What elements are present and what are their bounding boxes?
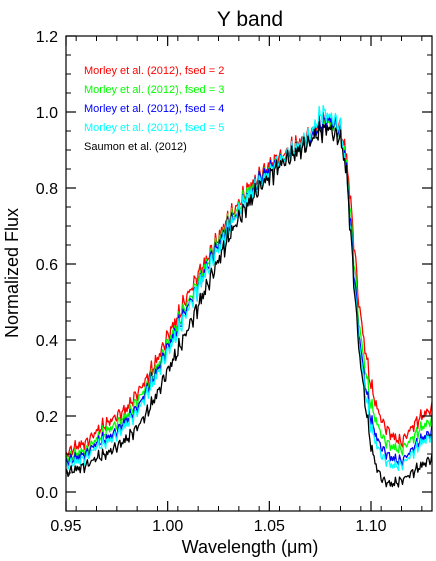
series-line [66, 116, 432, 463]
series-line [66, 104, 432, 472]
x-axis-label: Wavelength (μm) [182, 537, 319, 557]
y-tick-label: 1.0 [36, 105, 58, 122]
y-tick-label: 0.8 [36, 181, 58, 198]
y-axis-label: Normalized Flux [2, 208, 22, 338]
legend-entry: Saumon et al. (2012) [84, 141, 187, 153]
chart-title: Y band [217, 8, 283, 31]
legend-entry: Morley et al. (2012), fsed = 4 [84, 103, 224, 115]
series-line [66, 121, 432, 488]
y-tick-label: 0.6 [36, 257, 58, 274]
x-tick-label: 1.05 [254, 518, 285, 535]
legend-entry: Morley et al. (2012), fsed = 5 [84, 122, 224, 134]
legend: Morley et al. (2012), fsed = 2 Morley et … [84, 65, 224, 153]
y-tick-label: 0.0 [36, 485, 58, 502]
legend-entry: Morley et al. (2012), fsed = 3 [84, 84, 224, 96]
x-tick-label: 0.95 [50, 518, 81, 535]
series-line [66, 113, 432, 467]
ticks-layer: 0.0 0.2 0.4 0.6 0.8 1.0 1.2 0.95 1.00 1.05 1.10 [36, 29, 432, 535]
y-tick-label: 0.2 [36, 409, 58, 426]
y-tick-label: 0.4 [36, 333, 58, 350]
series-line [66, 111, 432, 458]
legend-entry: Morley et al. (2012), fsed = 2 [84, 65, 224, 77]
x-tick-label: 1.10 [355, 518, 386, 535]
y-tick-label: 1.2 [36, 29, 58, 46]
series-layer [66, 104, 432, 488]
x-tick-label: 1.00 [152, 518, 183, 535]
plot-frame [65, 35, 433, 512]
